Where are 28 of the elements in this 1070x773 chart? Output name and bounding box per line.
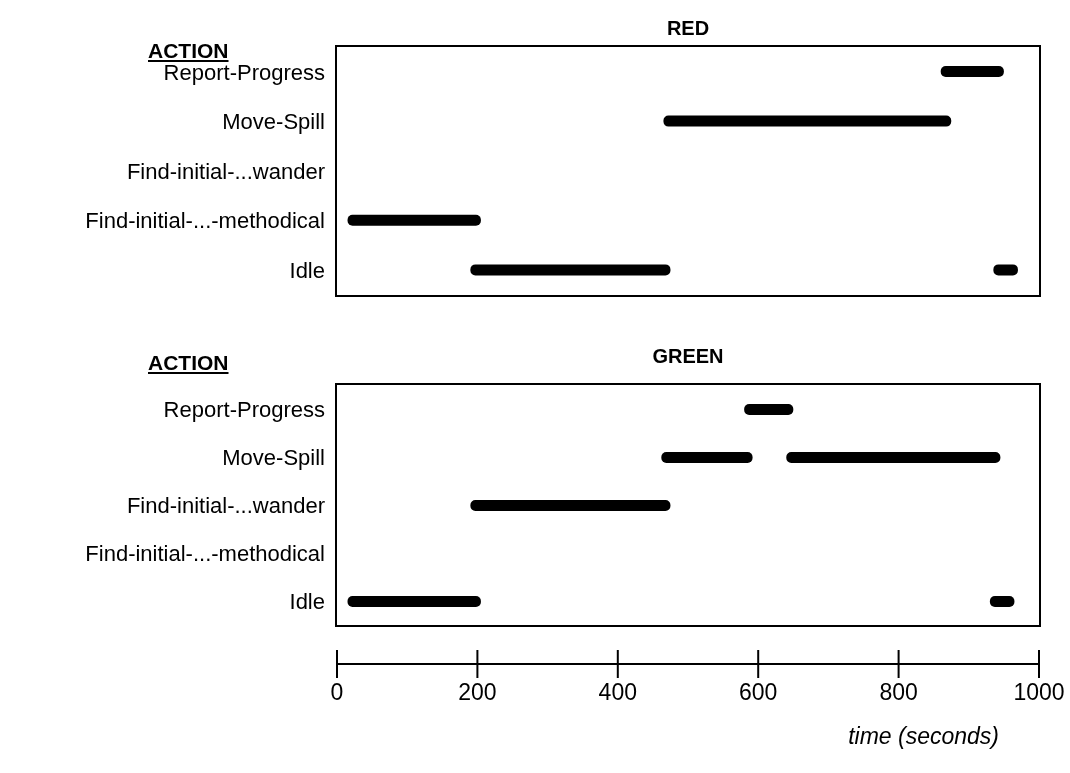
bar [786,452,1001,463]
bar [663,115,952,127]
bar [940,66,1004,77]
bar [347,596,481,607]
chart-title: RED [665,17,711,40]
x-tick-label: 200 [458,679,497,705]
bar [470,500,671,511]
x-tick-label: 1000 [1013,679,1065,705]
y-tick-label: Find-initial-...-methodical [85,540,325,566]
y-tick-label: Move-Spill [222,109,325,135]
x-tick-label: 400 [598,679,637,705]
bar [347,214,481,226]
y-tick-label: Idle [289,258,325,284]
x-axis-title: time (seconds) [847,723,999,750]
y-axis-title: ACTION [148,351,229,375]
bar [661,452,753,463]
y-tick-label: Move-Spill [222,444,325,470]
y-tick-label: Idle [289,588,325,614]
bar [470,264,671,276]
x-tick-label: 0 [330,679,344,705]
chart-title: GREEN [651,345,725,368]
bar [744,404,794,415]
y-tick-label: Find-initial-...wander [126,158,325,184]
y-tick-label: Report-Progress [163,396,325,422]
y-tick-label: Find-initial-...wander [126,492,325,518]
x-tick-label: 600 [739,679,778,705]
x-tick-label: 800 [879,679,918,705]
y-tick-label: Find-initial-...-methodical [85,208,325,234]
